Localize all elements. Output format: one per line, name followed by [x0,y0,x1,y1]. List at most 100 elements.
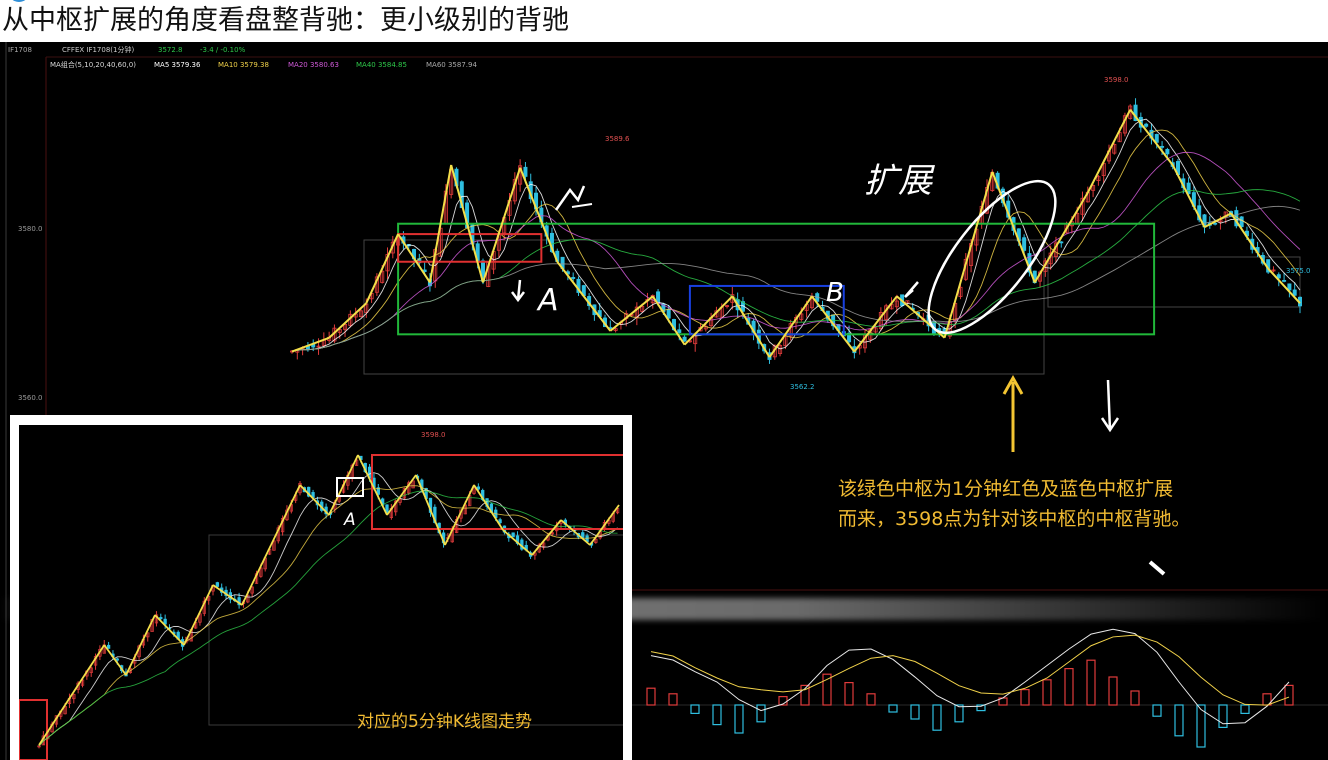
macd-bar [1240,704,1250,714]
candle-body [1282,279,1287,282]
candle-body [343,324,348,330]
hud-last-price: 3572.8 [158,46,183,54]
inset-candle-body [89,667,93,673]
inset-bi-segment [299,484,330,516]
candle-body [778,344,783,354]
label-b: B [826,278,844,308]
inset-bi-segment [103,644,127,676]
bi-stroke-segment [556,261,612,332]
bi-stroke-segment [397,233,431,284]
macd-bar [668,693,678,706]
macd-bar [1042,679,1052,706]
bi-stroke-segment [519,167,559,263]
bi-stroke-segment [1230,212,1269,270]
macd-bar [1108,676,1118,706]
note-line-1: 该绿色中枢为1分钟红色及蓝色中枢扩展 [838,478,1173,500]
candle-body [613,328,618,331]
bi-stroke-segment [1267,267,1301,304]
bi-stroke-segment [1086,109,1132,194]
inset-ma-line [38,490,618,747]
candle-body [677,329,682,333]
bi-stroke-segment [1204,212,1232,229]
bi-stroke-segment [811,295,856,353]
candle-body [1213,222,1218,225]
inset-bi-segment [38,644,106,746]
inset-candle-body [250,586,254,594]
candle-body [1271,269,1276,272]
candle-body [725,305,730,307]
inset-candle-body [102,644,106,654]
logo-icon [8,0,30,2]
candle-body [1117,132,1122,143]
bi-stroke-segment [853,295,898,353]
faint-zone-box [363,239,1045,375]
bi-stroke-segment [1033,192,1089,283]
hud-ma5: MA5 3579.36 [154,61,201,69]
handwritten-mark-icon [554,185,586,211]
candle-body [905,300,910,304]
inset-candle-body [594,538,598,543]
macd-bar [800,684,810,706]
inset-candle-body [106,644,111,649]
hud-ma60: MA60 3587.94 [426,61,477,69]
macd-line [650,628,1290,725]
candle-body [1144,123,1149,127]
candle-body [847,332,852,343]
inset-bi-segment [241,544,272,606]
inset-bi-segment [531,519,562,556]
macd-bar [734,704,744,734]
macd-bar [822,673,832,706]
hud-change: -3.4 / -0.10% [200,46,246,54]
candle-body [1096,176,1101,182]
macd-bar [976,704,986,712]
bi-stroke-segment [651,295,686,346]
candle-body [1239,216,1244,228]
macd-bar [1174,704,1184,737]
main-kline-chart: IF1708 CFFEX IF1708(1分钟) 3572.8 -3.4 / -… [5,42,1328,760]
candle-body [1276,274,1281,279]
hud-ma-label: MA组合(5,10,20,40,60,0) [50,60,136,69]
inset-kline-svg: A 3598.0 对应的5分钟K线图走势 [19,431,623,760]
inset-label-a: A [343,510,356,530]
candle-body [571,277,576,279]
candle-body [1292,289,1297,296]
bi-stroke-series [291,109,1301,358]
macd-bar [932,704,942,731]
ma-line [291,129,1301,352]
inset-candle-body [163,618,167,625]
page-title: 从中枢扩展的角度看盘整背驰：更小级别的背驰 [0,0,1328,42]
bi-stroke-segment [943,171,994,339]
inset-candle-body [398,498,402,503]
inset-bi-segment [589,504,620,546]
inset-candle-body [376,487,380,495]
inset-bi-segment [560,519,591,546]
price-label-peak-right: 3598.0 [1104,76,1129,84]
bi-stroke-segment [428,164,453,283]
chart-area: IF1708 CFFEX IF1708(1分钟) 3572.8 -3.4 / -… [0,42,1328,760]
zhongshu-blue-box [688,284,845,336]
macd-lines [650,628,1290,725]
inset-candle-body [215,582,220,587]
macd-bar [844,681,854,706]
inset-bi-segment [154,614,185,646]
inset-bi-segment [328,454,359,516]
bi-stroke-segment [609,295,654,332]
bi-stroke-segment [328,302,367,339]
note-line-2: 而来，3598点为针对该中枢的中枢背驰。 [838,508,1190,530]
faint-zone-box-right [1047,256,1301,308]
macd-bar [1284,684,1294,706]
inset-candle-body [411,480,415,489]
inset-chart-area: A 3598.0 对应的5分钟K线图走势 [19,425,623,760]
inset-red-zhongshu [371,454,623,530]
expansion-ellipse [927,179,1057,335]
candle-body [799,313,804,320]
arrow-down-right-icon [1100,379,1120,433]
inset-candle-body [511,532,515,538]
candle-body [1112,144,1117,154]
inset-candle-body [159,617,163,620]
candle-body [1022,237,1027,251]
inset-red-box-left [19,699,48,760]
macd-bar [910,704,920,720]
inset-candle-body [115,658,119,661]
inset-caption: 对应的5分钟K线图走势 [357,712,532,732]
